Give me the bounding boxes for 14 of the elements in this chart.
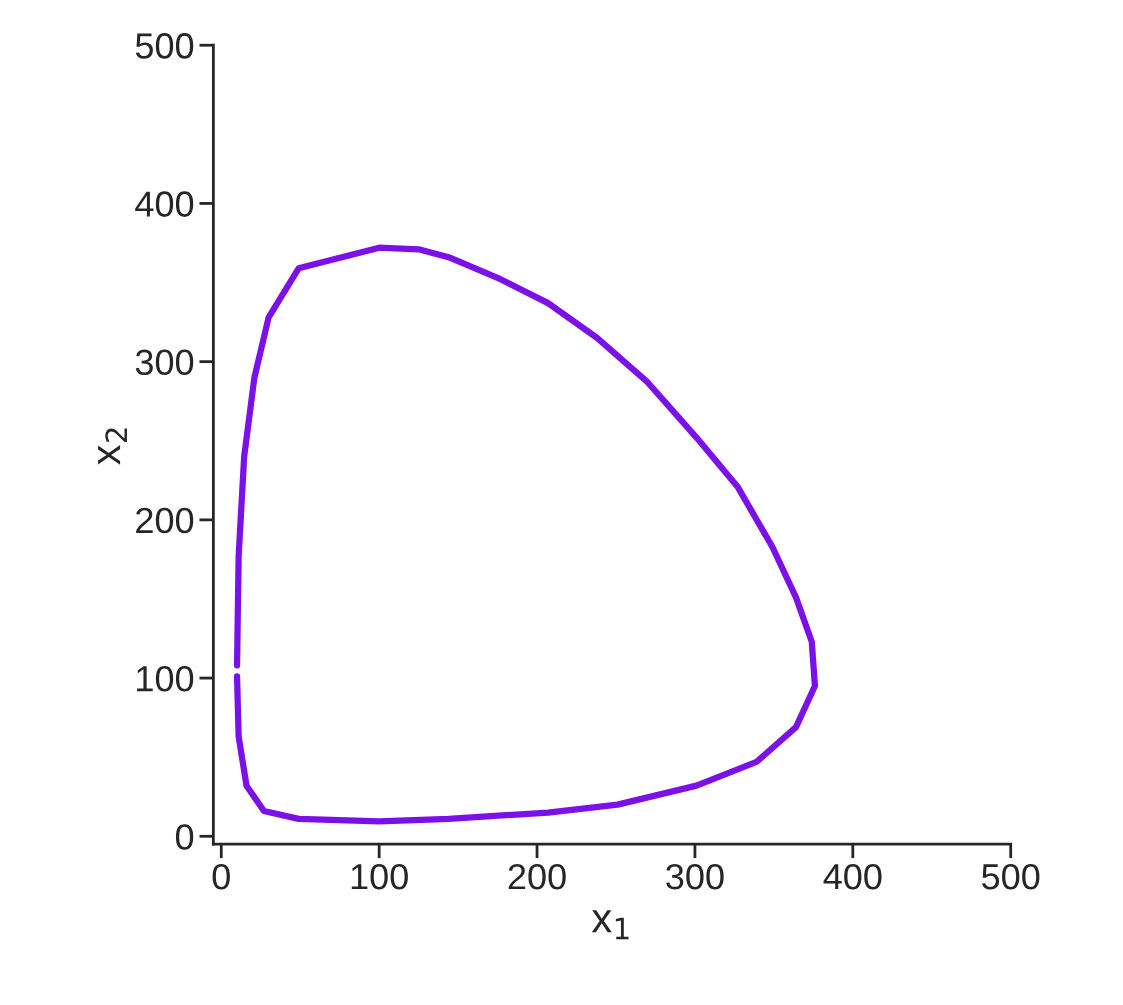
y-tick-label: 200 — [136, 507, 194, 534]
y-tick-label: 400 — [135, 191, 194, 217]
x-tick-label: 500 — [982, 863, 1040, 890]
x-tick-label: 200 — [508, 863, 566, 890]
y-axis-title: x$_{2}$ — [98, 428, 127, 465]
y-tick-label: 300 — [135, 349, 194, 376]
x-tick-label: 400 — [823, 863, 882, 890]
y-tick-label: 100 — [137, 665, 194, 692]
x-axis-title: x$_{1}$ — [591, 910, 629, 940]
x-tick-label: 100 — [351, 863, 408, 890]
y-tick-label: 0 — [175, 824, 194, 850]
x-tick-label: 300 — [666, 863, 724, 890]
y-tick-label: 500 — [135, 33, 194, 59]
x-tick-label: 0 — [212, 863, 230, 890]
